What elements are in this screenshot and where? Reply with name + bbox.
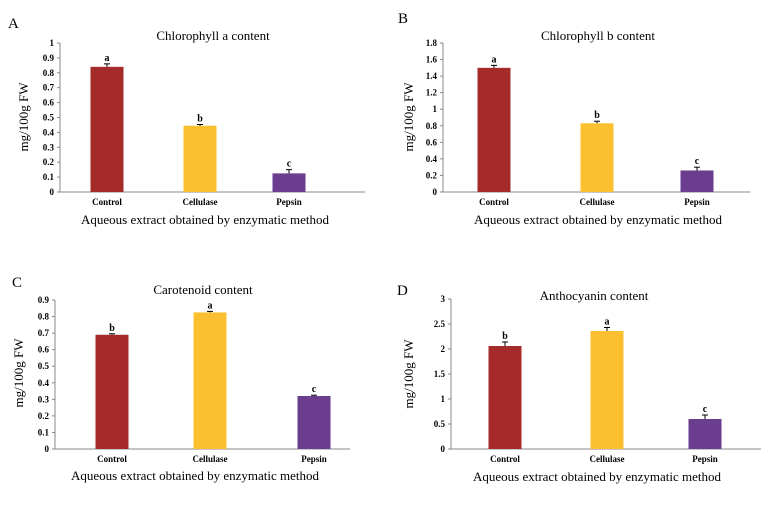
x-tick-label: Cellulase [193,454,228,464]
y-tick-label: 0 [45,444,50,454]
y-tick-label: 1 [441,394,446,404]
y-tick-label: 0.5 [38,361,50,371]
panel-letter: D [397,283,408,299]
y-tick-label: 0.6 [38,345,50,355]
x-tick-label: Pepsin [276,197,302,207]
significance-letter: c [703,404,708,415]
x-tick-label: Cellulase [590,454,625,464]
bar-control [95,334,129,449]
y-tick-label: 0.9 [43,53,55,63]
y-axis-label: mg/100g FW [11,338,26,408]
y-tick-label: 0.4 [43,127,55,137]
bar-pepsin [680,170,714,192]
bar-pepsin [272,173,306,192]
y-tick-label: 1.5 [434,369,446,379]
panel-b: B Chlorophyll b content mg/100g FW Aqueous … [398,11,750,227]
y-tick-label: 1.8 [426,38,438,48]
x-tick-label: Control [479,197,509,207]
x-tick-label: Control [490,454,520,464]
y-axis-label: mg/100g FW [401,339,416,409]
significance-letter: a [605,317,610,328]
y-tick-label: 0.6 [426,137,438,147]
significance-letter: a [208,300,213,311]
x-tick-label: Pepsin [692,454,718,464]
y-tick-label: 0.8 [43,68,55,78]
y-tick-label: 0.3 [43,142,55,152]
bar-cellulase [193,312,227,449]
y-tick-label: 1.2 [426,88,438,98]
bar-cellulase [580,123,614,192]
significance-letter: a [105,53,110,64]
y-tick-label: 1 [50,38,55,48]
panel-c: C Carotenoid content mg/100g FW Aqueous ext… [11,275,350,483]
panel-letter: A [8,16,19,32]
y-tick-label: 0.2 [43,157,55,167]
y-tick-label: 0.4 [38,378,50,388]
bar-cellulase [183,125,217,192]
y-tick-label: 0 [441,444,446,454]
x-tick-label: Pepsin [684,197,710,207]
y-tick-label: 0.6 [43,98,55,108]
y-tick-label: 2.5 [434,319,446,329]
panel-letter: B [398,11,408,27]
y-tick-label: 0.5 [434,419,446,429]
bar-control [90,66,124,192]
x-tick-label: Pepsin [301,454,327,464]
bar-pepsin [688,419,722,449]
y-tick-label: 0.1 [43,172,55,182]
x-tick-label: Control [92,197,122,207]
panel-a: A Chlorophyll a content mg/100g FW Aqueous … [8,16,365,227]
significance-letter: c [312,384,317,395]
y-tick-label: 3 [441,294,446,304]
y-tick-label: 0.2 [38,411,50,421]
panel-d: D Anthocyanin content mg/100g FW Aqueous ex… [397,283,761,484]
panel-letter: C [12,275,22,291]
bar-control [477,67,511,192]
y-tick-label: 0 [433,187,438,197]
y-tick-label: 0.7 [43,83,55,93]
x-tick-label: Cellulase [580,197,615,207]
bar-cellulase [590,331,624,449]
y-tick-label: 0.7 [38,328,50,338]
x-axis-label: Aqueous extract obtained by enzymatic me… [474,212,723,227]
y-tick-label: 0.1 [38,427,50,437]
x-tick-label: Control [97,454,127,464]
significance-letter: b [502,331,508,342]
y-tick-label: 0.9 [38,295,50,305]
y-tick-label: 0.3 [38,394,50,404]
y-tick-label: 1.4 [426,71,438,81]
chart-title: Anthocyanin content [540,288,649,303]
x-tick-label: Cellulase [183,197,218,207]
y-tick-label: 0 [50,187,55,197]
x-axis-label: Aqueous extract obtained by enzymatic me… [71,468,320,483]
y-tick-label: 0.5 [43,113,55,123]
chart-title: Chlorophyll b content [541,28,655,43]
y-tick-label: 1.6 [426,55,438,65]
chart-title: Chlorophyll a content [156,28,270,43]
significance-letter: a [492,54,497,65]
y-tick-label: 0.2 [426,170,438,180]
significance-letter: b [594,110,600,121]
y-axis-label: mg/100g FW [401,82,416,152]
y-tick-label: 0.8 [38,312,50,322]
significance-letter: b [197,114,203,125]
y-axis-label: mg/100g FW [16,82,31,152]
y-tick-label: 0.4 [426,154,438,164]
y-tick-label: 0.8 [426,121,438,131]
bar-pepsin [297,396,331,449]
significance-letter: b [109,323,115,334]
bar-control [488,346,522,449]
y-tick-label: 1 [433,104,438,114]
x-axis-label: Aqueous extract obtained by enzymatic me… [473,469,722,484]
significance-letter: c [695,156,700,167]
chart-title: Carotenoid content [153,282,253,297]
x-axis-label: Aqueous extract obtained by enzymatic me… [81,212,330,227]
significance-letter: c [287,159,292,170]
y-tick-label: 2 [441,344,446,354]
